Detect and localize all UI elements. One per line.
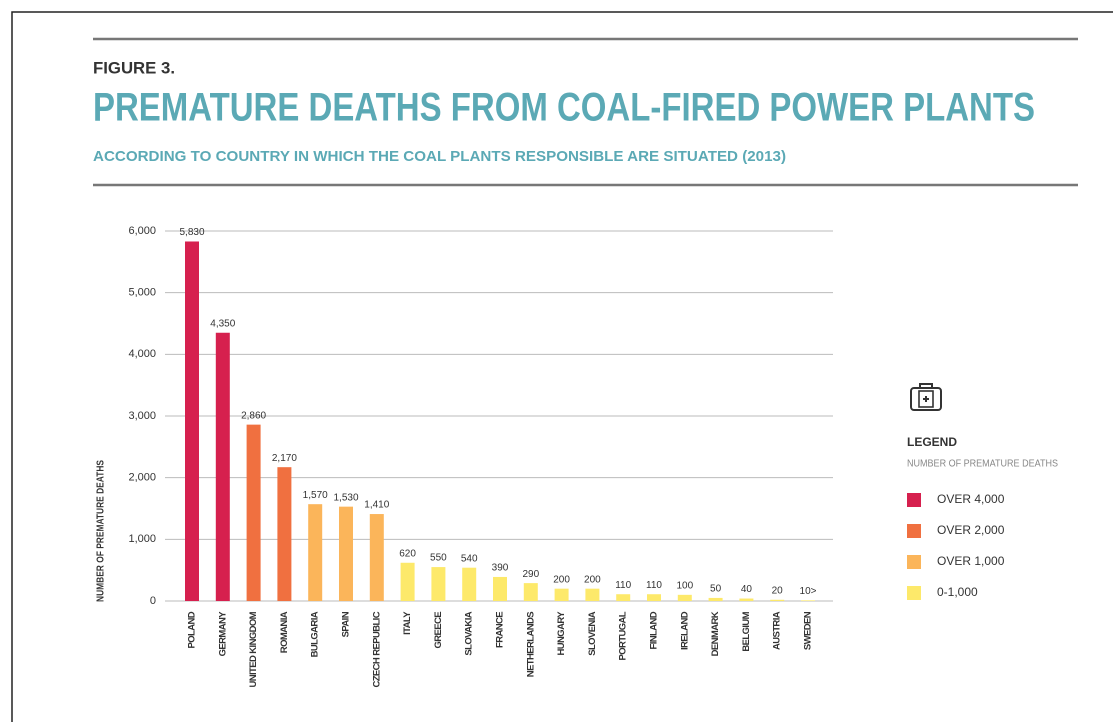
bar	[493, 576, 507, 601]
value-label: 20	[772, 585, 784, 596]
bar	[400, 562, 415, 601]
x-tick-label: FINLAND	[649, 611, 660, 649]
value-label: 2,170	[272, 453, 297, 464]
legend-label: 0-1,000	[937, 585, 978, 599]
y-tick-label: 1,000	[128, 533, 156, 545]
value-label: 1,530	[333, 492, 358, 503]
bar	[339, 506, 353, 601]
bar	[708, 597, 723, 601]
bar	[770, 599, 785, 601]
value-label: 390	[492, 563, 509, 574]
x-tick-label: NETHERLANDS	[525, 612, 536, 677]
bar	[801, 600, 815, 601]
x-tick-label: HUNGARY	[556, 611, 567, 656]
legend-swatch	[907, 524, 921, 538]
y-tick-label: 2,000	[128, 472, 156, 484]
x-tick-label: SLOVENIA	[587, 611, 598, 656]
legend-label: OVER 4,000	[937, 492, 1005, 506]
x-tick-label: BELGIUM	[741, 611, 752, 651]
value-label: 4,350	[210, 318, 235, 329]
x-tick-label: UNITED KINGDOM	[248, 611, 259, 687]
bar	[585, 588, 600, 601]
chart-title: PREMATURE DEATHS FROM COAL-FIRED POWER P…	[93, 86, 1035, 130]
y-tick-label: 0	[150, 595, 156, 607]
legend-subtitle: NUMBER OF PREMATURE DEATHS	[907, 459, 1058, 470]
legend-swatch	[907, 555, 921, 569]
value-label: 2,860	[241, 410, 266, 421]
bar	[462, 567, 477, 601]
x-tick-label: ITALY	[402, 611, 413, 635]
legend-icon	[910, 383, 942, 411]
legend-swatch	[907, 586, 921, 600]
legend-title: LEGEND	[907, 435, 957, 449]
value-label: 540	[461, 553, 478, 564]
figure-label: FIGURE 3.	[93, 58, 175, 77]
bar	[739, 598, 754, 601]
chart-subtitle: ACCORDING TO COUNTRY IN WHICH THE COAL P…	[93, 148, 786, 165]
bar	[215, 332, 230, 601]
value-label: 1,570	[303, 490, 328, 501]
x-tick-label: BULGARIA	[310, 611, 321, 657]
bar	[677, 594, 692, 601]
bar	[246, 424, 261, 601]
x-tick-label: PORTUGAL	[618, 611, 629, 660]
x-tick-label: ROMANIA	[279, 611, 290, 653]
frame	[11, 11, 1113, 722]
value-label: 550	[430, 553, 447, 564]
x-tick-label: SWEDEN	[803, 611, 814, 650]
value-label: 5,830	[179, 227, 204, 238]
y-tick-label: 6,000	[128, 225, 156, 237]
bar	[647, 594, 661, 601]
bar	[616, 594, 631, 601]
value-label: 290	[522, 569, 539, 580]
bar	[523, 583, 538, 601]
x-tick-label: AUSTRIA	[772, 611, 783, 650]
value-label: 110	[615, 580, 631, 591]
legend-swatch	[907, 493, 921, 507]
legend-label: OVER 1,000	[937, 554, 1005, 568]
bar	[308, 504, 323, 601]
bar	[431, 567, 446, 601]
value-label: 620	[399, 548, 416, 559]
x-tick-label: DENMARK	[710, 611, 721, 656]
value-label: 200	[553, 574, 570, 585]
y-tick-label: 5,000	[128, 287, 156, 299]
x-tick-label: IRELAND	[679, 611, 690, 650]
x-tick-label: GREECE	[433, 612, 444, 649]
x-tick-label: GERMANY	[217, 611, 228, 657]
bar	[185, 241, 199, 601]
value-label: 110	[646, 580, 662, 591]
x-tick-label: POLAND	[187, 611, 198, 648]
x-tick-label: FRANCE	[495, 612, 506, 648]
y-tick-label: 4,000	[128, 348, 156, 360]
value-label: 40	[741, 584, 753, 595]
legend-label: OVER 2,000	[937, 523, 1005, 537]
value-label: 50	[710, 584, 722, 595]
x-tick-label: SPAIN	[341, 611, 352, 637]
y-axis-label: NUMBER OF PREMATURE DEATHS	[96, 460, 107, 602]
value-label: 10>	[800, 586, 817, 597]
bar	[369, 514, 384, 601]
value-label: 200	[584, 574, 601, 585]
bar	[554, 588, 569, 601]
bar	[277, 467, 292, 601]
value-label: 1,410	[364, 500, 389, 511]
x-tick-label: CZECH REPUBLIC	[371, 611, 382, 687]
value-label: 100	[676, 580, 693, 591]
x-tick-label: SLOVAKIA	[464, 611, 475, 655]
y-tick-label: 3,000	[128, 410, 156, 422]
